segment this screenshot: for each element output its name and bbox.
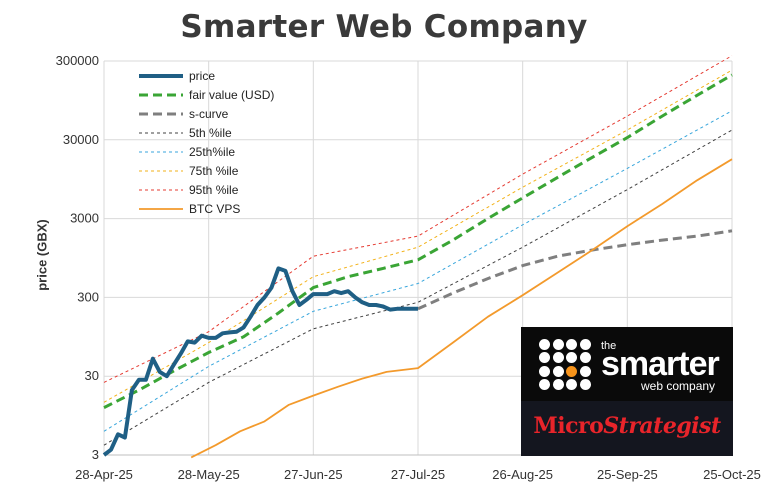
axis-ticks: 3 30 300 3000 30000 300000 28-Apr-25 28-May-25 2… [56, 53, 761, 482]
chart-title: Smarter Web Company [180, 9, 588, 45]
series-layer [102, 55, 733, 459]
x-tick-label: 27-Jul-25 [391, 467, 445, 482]
series-line-6 [103, 55, 733, 383]
x-tick-label: 26-Aug-25 [492, 467, 553, 482]
series-line-1 [103, 73, 733, 409]
series-line-4 [103, 110, 733, 432]
logo-web-company: web company [641, 379, 716, 393]
x-tick-label: 28-Apr-25 [75, 467, 133, 482]
x-tick-label: 27-Jun-25 [284, 467, 343, 482]
series-line-2 [417, 229, 733, 311]
series-line-3 [103, 129, 733, 446]
legend-label: 5th %ile [189, 126, 232, 140]
x-tick-label: 28-May-25 [178, 467, 240, 482]
x-tick-label: 25-Oct-25 [703, 467, 761, 482]
legend-label: price [189, 69, 215, 83]
x-tick-label: 25-Sep-25 [597, 467, 658, 482]
y-tick-label: 3000 [70, 211, 99, 226]
legend-label: fair value (USD) [189, 88, 274, 102]
y-tick-label: 30 [85, 368, 99, 383]
logo-the: the [601, 340, 617, 352]
y-tick-label: 300 [77, 289, 99, 304]
legend-label: 75th %ile [189, 164, 239, 178]
dot-grid-icon [539, 339, 591, 391]
y-tick-label: 30000 [63, 132, 99, 147]
y-tick-label: 3 [92, 447, 99, 462]
legend: price fair value (USD) s-curve 5th %ile 25th… [139, 69, 274, 216]
microstrategist-wordmark: MicroStrategist [533, 413, 721, 439]
series-line-7 [190, 158, 733, 459]
legend-label: 25th%ile [189, 145, 235, 159]
smarter-web-company-logo: the smarter web company [521, 327, 733, 401]
series-line-0 [102, 266, 418, 457]
legend-label: 95th %ile [189, 183, 239, 197]
microstrategist-logo: MicroStrategist [521, 401, 733, 456]
series-line-5 [103, 69, 733, 403]
logo-smarter: smarter [601, 345, 720, 383]
y-tick-label: 300000 [56, 53, 99, 68]
legend-label: BTC VPS [189, 202, 240, 216]
legend-label: s-curve [189, 107, 229, 121]
